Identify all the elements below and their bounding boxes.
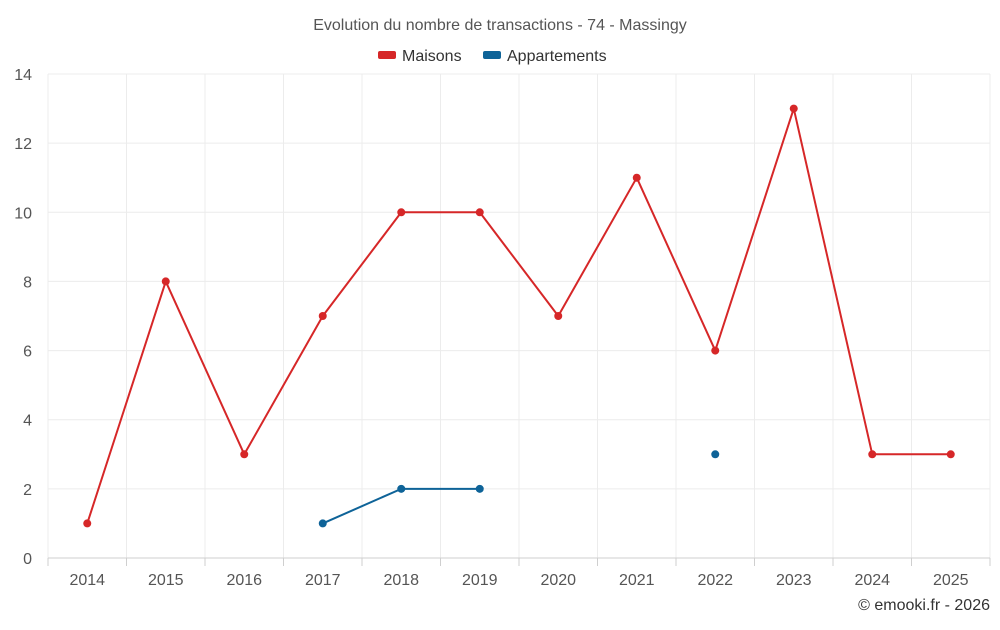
data-point[interactable]	[318, 519, 327, 528]
data-point[interactable]	[554, 312, 563, 320]
y-tick-label: 4	[23, 413, 32, 430]
data-point[interactable]	[475, 208, 484, 217]
axes: 0 2 4 6 8 10 12 14 2014 2015 2016 2017 2018 2019 2020 2…	[14, 67, 991, 589]
x-tick-label: 2024	[854, 572, 890, 589]
y-tick-label: 12	[14, 136, 32, 153]
x-tick-label: 2020	[540, 572, 576, 589]
data-point[interactable]	[475, 484, 484, 493]
data-point[interactable]	[711, 450, 720, 459]
series-layer	[83, 104, 955, 528]
y-tick-label: 2	[23, 482, 32, 499]
x-tick-label: 2021	[619, 572, 655, 589]
data-point[interactable]	[83, 519, 92, 528]
data-point[interactable]	[318, 312, 327, 320]
series-line	[86, 107, 951, 524]
x-tick-label: 2025	[933, 572, 969, 589]
y-tick-label: 14	[14, 67, 32, 84]
data-point[interactable]	[632, 173, 641, 182]
legend-label: Appartements	[507, 48, 607, 65]
y-tick-label: 10	[14, 205, 32, 222]
y-tick-label: 6	[23, 344, 32, 361]
x-tick-label: 2016	[226, 572, 262, 589]
x-tick-label: 2022	[697, 572, 733, 589]
x-tick-label: 2014	[69, 572, 105, 589]
data-point[interactable]	[397, 208, 406, 217]
x-tick-label: 2015	[148, 572, 184, 589]
data-point[interactable]	[711, 346, 720, 355]
legend-swatch	[483, 51, 501, 59]
data-point[interactable]	[161, 277, 170, 286]
series-maisons	[83, 104, 955, 528]
x-tick-label: 2019	[462, 572, 498, 589]
data-point[interactable]	[240, 450, 249, 459]
y-tick-label: 0	[23, 551, 32, 568]
series-line	[322, 487, 480, 525]
x-tick-label: 2023	[776, 572, 812, 589]
x-tick-label: 2018	[383, 572, 419, 589]
legend-swatch	[378, 51, 396, 59]
x-tick-label: 2017	[305, 572, 341, 589]
data-point[interactable]	[946, 450, 955, 459]
legend-item-appartements[interactable]: Appartements	[483, 48, 607, 65]
data-point[interactable]	[789, 104, 798, 113]
y-tick-label: 8	[23, 274, 32, 291]
series-appartements	[318, 450, 720, 528]
legend-label: Maisons	[402, 48, 462, 65]
grid	[47, 73, 991, 558]
copyright-credit: © emooki.fr - 2026	[858, 597, 990, 614]
data-point[interactable]	[397, 484, 406, 493]
legend: Maisons Appartements	[378, 48, 607, 65]
data-point[interactable]	[868, 450, 877, 459]
chart-title: Evolution du nombre de transactions - 74…	[313, 17, 687, 34]
legend-item-maisons[interactable]: Maisons	[378, 48, 462, 65]
